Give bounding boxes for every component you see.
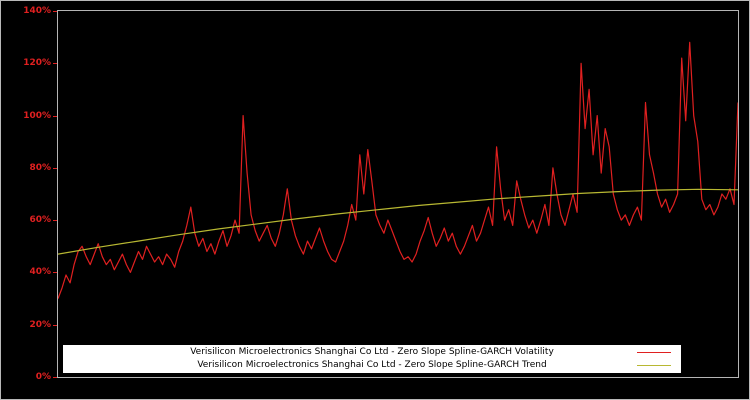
y-axis-tick-label: 80% [29, 162, 51, 173]
trend-line [58, 188, 738, 255]
plot-area: Verisilicon Microelectronics Shanghai Co… [58, 11, 738, 377]
legend-label-trend: Verisilicon Microelectronics Shanghai Co… [197, 360, 547, 370]
y-axis-tick-mark [53, 167, 57, 169]
y-axis-tick-mark [53, 63, 57, 65]
y-axis-tick-mark [53, 377, 57, 378]
y-axis-tick-mark [53, 11, 57, 12]
y-axis-tick-label: 20% [29, 319, 51, 330]
y-axis-tick-label: 0% [35, 372, 51, 382]
legend-line-sample-trend [637, 365, 671, 366]
legend-row-trend: Verisilicon Microelectronics Shanghai Co… [63, 359, 681, 372]
chart-canvas [58, 41, 738, 299]
y-axis-tick-mark [53, 115, 57, 117]
legend-line-sample-volatility [637, 352, 671, 353]
y-axis-tick-label: 120% [23, 58, 51, 69]
y-axis-tick-label: 60% [29, 215, 51, 226]
legend: Verisilicon Microelectronics Shanghai Co… [63, 345, 681, 373]
volatility-line [58, 41, 738, 299]
y-axis-tick-mark [53, 324, 57, 326]
y-axis-tick-label: 40% [29, 267, 51, 278]
y-axis-tick-mark [53, 272, 57, 274]
legend-label-volatility: Verisilicon Microelectronics Shanghai Co… [190, 347, 554, 357]
legend-row-volatility: Verisilicon Microelectronics Shanghai Co… [63, 346, 681, 359]
y-axis-tick-mark [53, 220, 57, 222]
y-axis-tick-label: 140% [23, 6, 51, 16]
y-axis-tick-label: 100% [23, 110, 51, 121]
